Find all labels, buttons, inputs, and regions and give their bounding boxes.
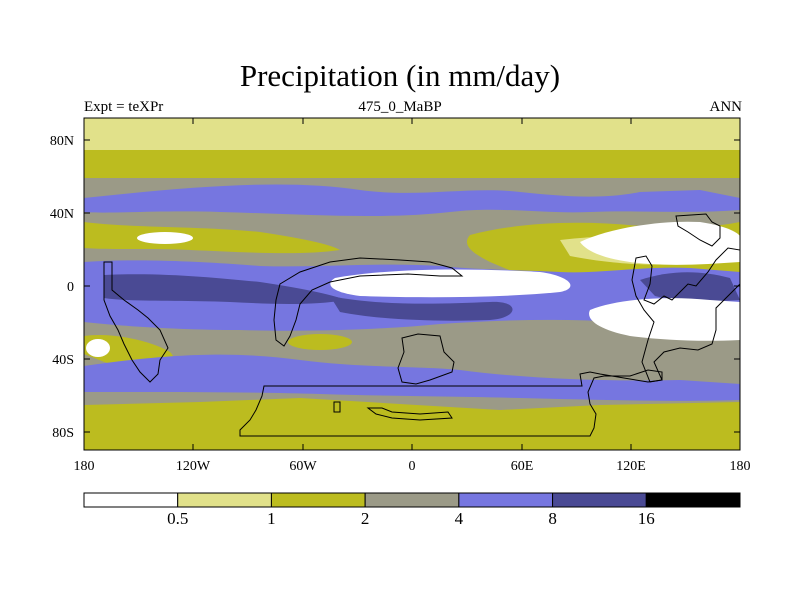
- subtropical-dry-cell: [137, 232, 193, 244]
- lat-tick-label: 80N: [50, 134, 74, 149]
- northern-storm-track: [84, 184, 740, 217]
- period-label: 475_0_MaBP: [358, 99, 442, 115]
- pacific-intense-rain-core: [640, 272, 740, 302]
- colorbar-swatch: [270, 492, 366, 508]
- central-intense-rain-core: [330, 296, 513, 321]
- equatorial-dry-tongue: [330, 269, 571, 298]
- colorbar-label: 0.5: [167, 509, 188, 528]
- colorbar-swatch: [83, 492, 179, 508]
- eastern-landmass: [631, 247, 741, 383]
- lon-tick-label: 180: [730, 459, 751, 474]
- colorbar-swatch: [364, 492, 460, 508]
- map-title: Precipitation (in mm/day): [239, 58, 561, 93]
- northeast-island: [675, 213, 721, 247]
- colorbar-label: 4: [455, 509, 464, 528]
- lat-tick-label: 40N: [50, 207, 74, 222]
- southern-storm-track: [84, 354, 740, 401]
- lat-tick-label: 0: [67, 280, 74, 295]
- season-label: ANN: [709, 99, 743, 115]
- southern-island: [366, 407, 453, 421]
- lon-tick-label: 120E: [616, 459, 646, 474]
- colorbar-swatch: [645, 492, 741, 508]
- small-island: [333, 401, 341, 413]
- lon-tick-label: 120W: [176, 459, 211, 474]
- land-outlines: [103, 213, 741, 437]
- central-north-landmass: [273, 257, 464, 347]
- central-south-landmass: [397, 333, 455, 385]
- western-landmass: [103, 261, 169, 383]
- northeast-dry-zone: [580, 221, 740, 265]
- colorbar-label: 2: [361, 509, 370, 528]
- colorbar-swatch: [458, 492, 554, 508]
- colorbar-label: 8: [548, 509, 557, 528]
- lon-tick-label: 0: [409, 459, 416, 474]
- lat-ticks: [84, 139, 740, 433]
- arctic-olive-band: [84, 150, 740, 178]
- southern-olive-patch: [288, 334, 352, 350]
- experiment-label: Expt = teXPr: [84, 99, 164, 115]
- southwest-dry-cell: [86, 339, 110, 357]
- colorbar-label: 1: [267, 509, 276, 528]
- colorbar: 0.5 1 2 4 8 16: [83, 492, 741, 528]
- colorbar-swatch: [177, 492, 272, 508]
- lat-tick-label: 80S: [52, 426, 74, 441]
- antarctic-olive-band: [84, 398, 740, 450]
- atlantic-intense-rain-core: [104, 274, 346, 304]
- lon-tick-label: 180: [74, 459, 95, 474]
- lon-tick-label: 60E: [511, 459, 534, 474]
- map-field: [84, 118, 740, 450]
- lon-ticks: [192, 118, 632, 450]
- north-atlantic-olive-zone: [84, 222, 340, 254]
- lon-tick-label: 60W: [289, 459, 317, 474]
- lat-tick-label: 40S: [52, 353, 74, 368]
- southern-landmass: [239, 369, 663, 437]
- southeast-dry-zone: [589, 298, 740, 341]
- colorbar-label: 16: [638, 509, 655, 528]
- colorbar-swatch: [552, 492, 647, 508]
